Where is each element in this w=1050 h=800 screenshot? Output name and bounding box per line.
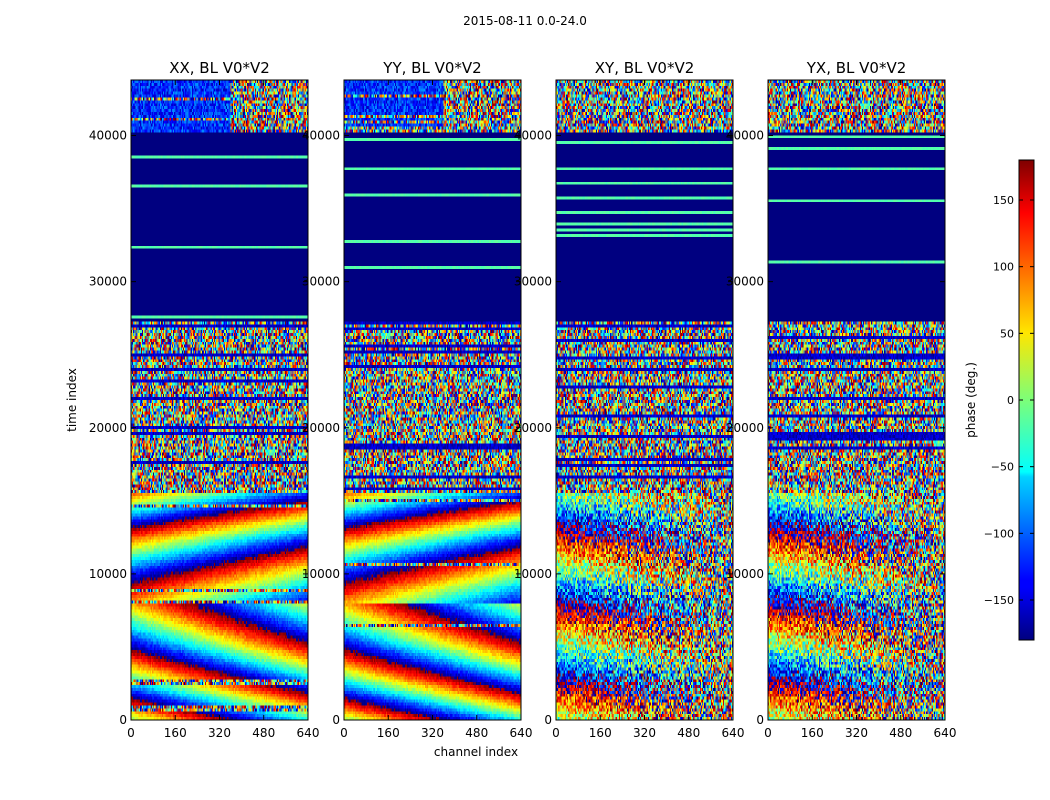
x-tick-label: 320 [421, 726, 444, 740]
y-tick-label: 0 [756, 713, 764, 727]
y-tick-label: 0 [119, 713, 127, 727]
colorbar: −150 −100 −50 0 50 100 150 phase (deg.) [964, 159, 1035, 641]
y-tick-label: 40000 [514, 129, 552, 143]
figure-title: 2015-08-11 0.0-24.0 [463, 14, 587, 28]
x-tick-label: 640 [722, 726, 745, 740]
y-tick-label: 40000 [726, 129, 764, 143]
y-tick-label: 0 [544, 713, 552, 727]
panel-title: YY, BL V0*V2 [382, 59, 481, 77]
y-tick-label: 30000 [726, 275, 764, 289]
panel-0: XX, BL V0*V2 0 160 320 480 640 0 10000 20000 3000… [89, 59, 320, 740]
x-tick-label: 640 [297, 726, 320, 740]
y-tick-label: 10000 [302, 567, 340, 581]
colorbar-tick-label: −150 [984, 594, 1014, 607]
x-tick-label: 160 [377, 726, 400, 740]
x-tick-label: 480 [677, 726, 700, 740]
x-tick-label: 0 [340, 726, 348, 740]
y-tick-label: 40000 [89, 129, 127, 143]
colorbar-label: phase (deg.) [964, 362, 978, 438]
heatmap-image [768, 80, 945, 720]
x-tick-label: 0 [127, 726, 135, 740]
panel-1: YY, BL V0*V2 0 160 320 480 640 0 10000 20000 3000… [302, 59, 533, 740]
colorbar-tick-label: 150 [993, 194, 1014, 207]
y-tick-label: 20000 [514, 421, 552, 435]
colorbar-tick-label: 0 [1007, 394, 1014, 407]
x-tick-label: 160 [589, 726, 612, 740]
panel-title: YX, BL V0*V2 [806, 59, 907, 77]
y-tick-label: 10000 [514, 567, 552, 581]
x-tick-label: 0 [552, 726, 560, 740]
y-tick-label: 20000 [302, 421, 340, 435]
colorbar-tick-label: −100 [984, 527, 1014, 540]
x-tick-label: 480 [252, 726, 275, 740]
panel-title: XY, BL V0*V2 [595, 59, 695, 77]
colorbar-tick-label: 100 [993, 261, 1014, 274]
x-tick-label: 320 [208, 726, 231, 740]
y-tick-label: 30000 [302, 275, 340, 289]
heatmap-image [131, 80, 308, 720]
y-tick-label: 20000 [89, 421, 127, 435]
y-tick-label: 0 [332, 713, 340, 727]
x-tick-label: 480 [889, 726, 912, 740]
y-tick-label: 30000 [89, 275, 127, 289]
x-tick-label: 480 [465, 726, 488, 740]
panels-layer: XX, BL V0*V2 0 160 320 480 640 0 10000 20000 3000… [89, 59, 957, 740]
x-tick-label: 320 [845, 726, 868, 740]
heatmap-image [556, 80, 733, 720]
panel-3: YX, BL V0*V2 0 160 320 480 640 0 10000 20000 3000… [726, 59, 957, 740]
y-tick-label: 30000 [514, 275, 552, 289]
heatmap-image [344, 80, 521, 720]
y-tick-label: 10000 [89, 567, 127, 581]
x-tick-label: 0 [764, 726, 772, 740]
y-axis-label: time index [65, 368, 79, 432]
x-tick-label: 320 [633, 726, 656, 740]
y-tick-label: 20000 [726, 421, 764, 435]
y-tick-label: 40000 [302, 129, 340, 143]
colorbar-tick-label: −50 [991, 461, 1014, 474]
x-tick-label: 160 [164, 726, 187, 740]
colorbar-tick-label: 50 [1000, 327, 1014, 340]
x-tick-label: 640 [510, 726, 533, 740]
panel-2: XY, BL V0*V2 0 160 320 480 640 0 10000 20000 3000… [514, 59, 745, 740]
x-tick-label: 160 [801, 726, 824, 740]
x-axis-label: channel index [434, 745, 518, 759]
panel-title: XX, BL V0*V2 [169, 59, 270, 77]
x-tick-label: 640 [934, 726, 957, 740]
y-tick-label: 10000 [726, 567, 764, 581]
